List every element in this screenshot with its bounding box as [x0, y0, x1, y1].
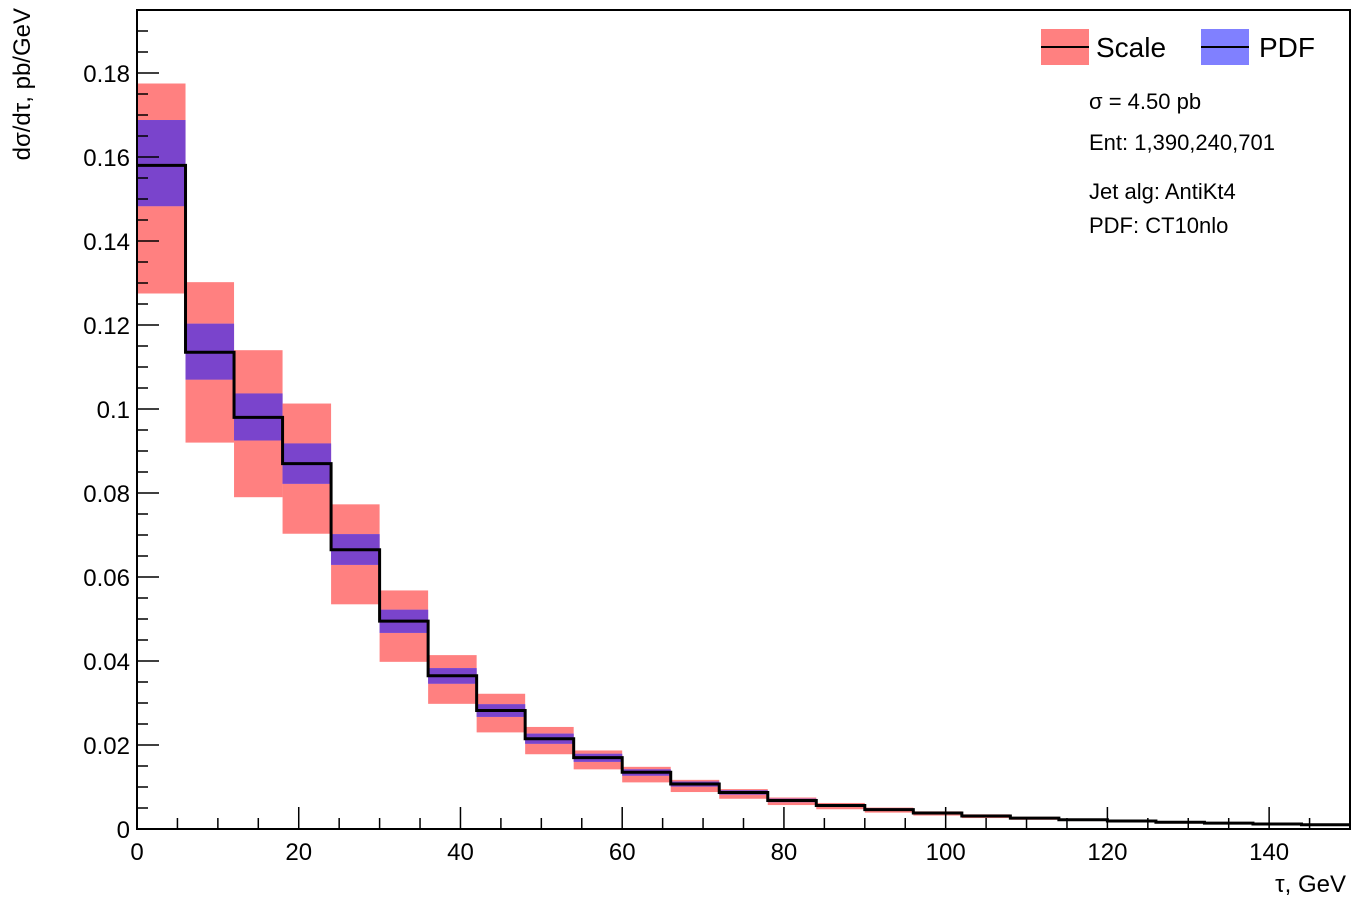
- y-tick-label: 0.06: [83, 565, 130, 592]
- x-tick-label: 80: [771, 839, 798, 866]
- legend: Scale PDF: [1041, 29, 1315, 65]
- info-entries: Ent: 1,390,240,701: [1089, 130, 1275, 155]
- y-tick-label: 0: [117, 817, 130, 844]
- x-tick-label: 0: [130, 839, 143, 866]
- x-tick-label: 140: [1249, 839, 1289, 866]
- y-tick-label: 0.14: [83, 229, 130, 256]
- x-tick-label: 20: [285, 839, 312, 866]
- y-tick-label: 0.1: [97, 397, 130, 424]
- info-jet-alg: Jet alg: AntiKt4: [1089, 179, 1236, 204]
- x-tick-label: 100: [926, 839, 966, 866]
- band-overlap-bin: [137, 120, 186, 207]
- x-axis-title: τ, GeV: [1275, 871, 1346, 898]
- legend-label-pdf: PDF: [1259, 32, 1315, 63]
- x-axis-ticks: 0 20 40 60 80 100 120 140: [130, 807, 1351, 866]
- y-tick-label: 0.16: [83, 145, 130, 172]
- y-tick-label: 0.02: [83, 733, 130, 760]
- y-tick-label: 0.04: [83, 649, 130, 676]
- y-tick-label: 0.12: [83, 313, 130, 340]
- y-tick-label: 0.08: [83, 481, 130, 508]
- legend-label-scale: Scale: [1096, 32, 1166, 63]
- x-tick-label: 120: [1087, 839, 1127, 866]
- info-sigma: σ = 4.50 pb: [1089, 89, 1201, 114]
- info-box: σ = 4.50 pb Ent: 1,390,240,701 Jet alg: …: [1089, 89, 1275, 238]
- x-tick-label: 40: [447, 839, 474, 866]
- y-axis-title: dσ/dτ, pb/GeV: [9, 8, 36, 160]
- info-pdf: PDF: CT10nlo: [1089, 213, 1228, 238]
- x-tick-label: 60: [609, 839, 636, 866]
- y-tick-label: 0.18: [83, 61, 130, 88]
- y-axis-ticks: 0 0.02 0.04 0.06 0.08 0.1 0.12 0.14 0.16 0.18: [83, 30, 159, 844]
